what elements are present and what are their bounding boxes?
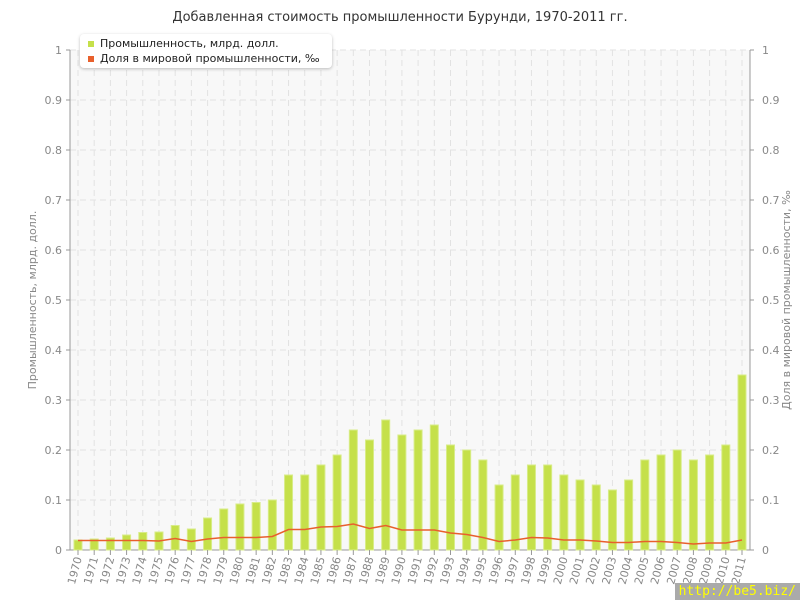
bar-1982: [267, 499, 277, 551]
y-tick-left: 0.9: [45, 94, 63, 107]
y-tick-left: 0.5: [45, 294, 63, 307]
bar-2008: [688, 459, 698, 551]
chart-title: Добавленная стоимость промышленности Бур…: [172, 10, 628, 25]
legend-item-industry[interactable]: Промышленность, млрд. долл.: [88, 37, 279, 50]
bar-1981: [251, 502, 261, 551]
line-share: [78, 523, 743, 545]
y-tick-left: 0.6: [45, 244, 63, 257]
watermark[interactable]: http://be5.biz/: [674, 583, 800, 600]
legend: Промышленность, млрд. долл. Доля в миров…: [80, 34, 332, 68]
bar-2003: [607, 489, 617, 551]
bar-1980: [235, 503, 245, 551]
y-tick-left: 0.2: [45, 444, 63, 457]
bar-1989: [381, 419, 391, 551]
y-tick-left: 0.3: [45, 394, 63, 407]
bar-1973: [122, 534, 132, 551]
bar-1988: [365, 439, 375, 551]
y-tick-right: 0.1: [762, 494, 780, 507]
bar-2010: [721, 444, 731, 551]
y-tick-right: 0.8: [762, 144, 780, 157]
bar-1979: [219, 508, 229, 551]
y-tick-right: 0.5: [762, 294, 780, 307]
y-tick-right: 1: [762, 44, 769, 57]
bar-1970: [73, 539, 83, 551]
y-tick-right: 0.4: [762, 344, 780, 357]
legend-swatch: [88, 40, 94, 47]
legend-item-share[interactable]: Доля в мировой промышленности, ‰: [88, 52, 320, 65]
y-tick-left: 0.8: [45, 144, 63, 157]
y-axis-title-right: Доля в мировой промышленности, ‰: [780, 190, 793, 410]
bar-1990: [397, 434, 407, 551]
bar-1986: [332, 454, 342, 551]
legend-label: Промышленность, млрд. долл.: [100, 37, 279, 50]
bar-1977: [186, 528, 196, 551]
bar-1993: [445, 444, 455, 551]
bar-2007: [672, 449, 682, 551]
bar-2009: [705, 454, 715, 551]
bar-1985: [316, 464, 326, 551]
bar-2005: [640, 459, 650, 551]
y-tick-right: 0.2: [762, 444, 780, 457]
bar-1978: [203, 517, 213, 551]
y-tick-left: 0.1: [45, 494, 63, 507]
y-tick-left: 1: [55, 44, 62, 57]
y-tick-right: 0.6: [762, 244, 780, 257]
y-tick-right: 0.7: [762, 194, 780, 207]
bar-1984: [300, 474, 310, 551]
bar-1991: [413, 429, 423, 551]
y-tick-right: 0.9: [762, 94, 780, 107]
bar-1983: [284, 474, 294, 551]
legend-swatch: [88, 55, 94, 62]
bar-2004: [624, 479, 634, 551]
legend-label: Доля в мировой промышленности, ‰: [100, 52, 320, 65]
y-tick-right: 0: [762, 544, 769, 557]
y-tick-left: 0: [55, 544, 62, 557]
y-tick-right: 0.3: [762, 394, 780, 407]
bar-1997: [510, 474, 520, 551]
y-tick-left: 0.4: [45, 344, 63, 357]
bar-2000: [559, 474, 569, 551]
bar-2011: [737, 374, 747, 551]
y-tick-left: 0.7: [45, 194, 63, 207]
bar-1987: [348, 429, 358, 551]
bar-2006: [656, 454, 666, 551]
y-axis-title-left: Промышленность, млрд. долл.: [26, 211, 39, 390]
